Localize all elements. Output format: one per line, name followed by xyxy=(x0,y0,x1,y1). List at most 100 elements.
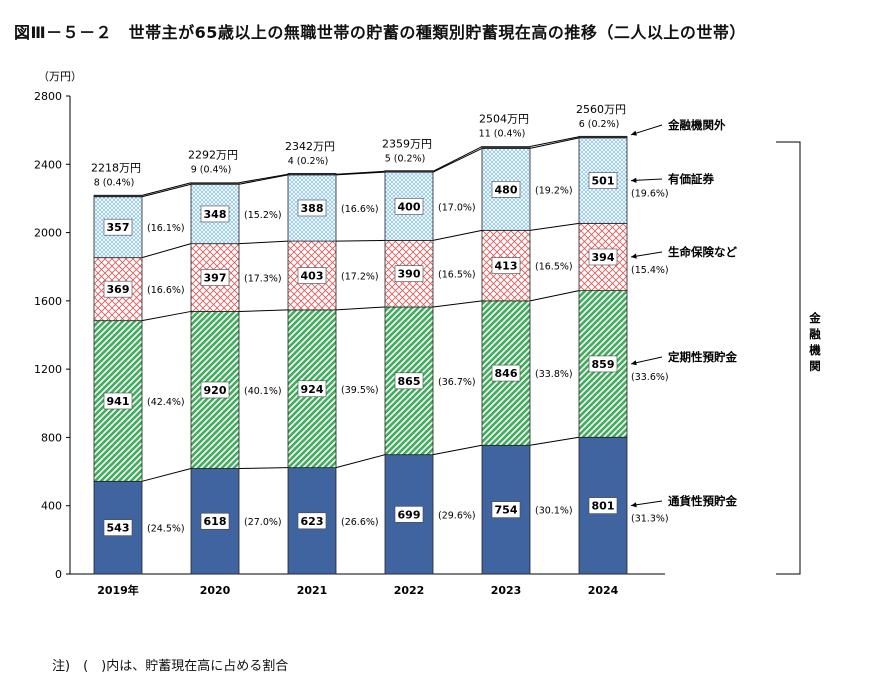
connector-line xyxy=(529,290,580,302)
outside-value: 4 xyxy=(288,156,294,167)
share-label: (36.7%) xyxy=(438,377,476,388)
legend-arrow-head xyxy=(631,360,637,366)
share-label: (17.0%) xyxy=(438,202,476,213)
outside-share: (0.4%) xyxy=(197,165,232,176)
outside-value-label: 6 (0.2%) xyxy=(579,119,620,130)
outside-value-label: 4 (0.2%) xyxy=(288,156,329,167)
value-label: 397 xyxy=(204,272,227,285)
value-box xyxy=(491,364,521,382)
share-label: (16.6%) xyxy=(147,285,185,296)
value-label: 623 xyxy=(301,515,324,528)
value-box xyxy=(588,355,618,373)
value-box xyxy=(200,269,230,286)
connector-line xyxy=(529,136,580,148)
connector-line xyxy=(335,239,386,242)
value-box xyxy=(588,248,618,266)
connector-line xyxy=(238,174,289,185)
value-box xyxy=(200,205,230,223)
total-label: 2359万円 xyxy=(382,137,432,150)
outside-value: 5 xyxy=(385,153,391,164)
x-tick-label: 2021 xyxy=(297,584,328,597)
y-tick-label: 800 xyxy=(41,431,62,444)
value-label: 754 xyxy=(495,504,518,517)
connector-line xyxy=(335,454,386,469)
bar-segment xyxy=(287,172,337,176)
x-tick-label: 2023 xyxy=(491,584,522,597)
total-label: 2560万円 xyxy=(576,103,626,116)
y-tick-label: 1600 xyxy=(34,295,62,308)
value-box xyxy=(588,172,618,189)
value-label: 400 xyxy=(398,200,421,213)
value-box xyxy=(491,501,521,518)
outside-share: (0.4%) xyxy=(100,177,135,188)
legend-arrow-head xyxy=(631,177,637,183)
connector-line xyxy=(432,444,483,456)
share-label: (15.4%) xyxy=(631,265,669,276)
value-box xyxy=(200,381,230,399)
share-label: (33.6%) xyxy=(631,372,669,383)
connector-line xyxy=(238,309,289,312)
x-tick-label: 2020 xyxy=(200,584,231,597)
x-tick-label: 2019年 xyxy=(97,583,139,597)
value-box xyxy=(297,512,327,530)
bracket-line xyxy=(776,141,801,575)
legend-arrow-head xyxy=(631,502,637,508)
outside-share: (0.2%) xyxy=(294,156,329,167)
legend-label: 有価証券 xyxy=(668,172,714,186)
total-label: 2292万円 xyxy=(188,149,238,162)
outside-value-label: 5 (0.2%) xyxy=(385,153,426,164)
connector-line xyxy=(529,436,580,446)
chart-title: 図Ⅲ－５－２ 世帯主が65歳以上の無職世帯の貯蓄の種類別貯蓄現在高の推移（二人以… xyxy=(14,23,746,42)
value-box xyxy=(491,181,521,198)
connector-line xyxy=(432,147,483,173)
share-label: (26.6%) xyxy=(341,517,379,528)
bar-segment xyxy=(93,194,143,198)
value-label: 924 xyxy=(301,383,324,396)
value-label: 390 xyxy=(398,268,421,281)
value-label: 369 xyxy=(107,283,130,296)
share-label: (16.5%) xyxy=(438,270,476,281)
connector-line xyxy=(141,310,192,322)
outside-share: (0.2%) xyxy=(391,153,426,164)
legend-arrow-head xyxy=(631,130,637,136)
outside-share: (0.4%) xyxy=(491,129,526,140)
connector-line xyxy=(432,146,483,172)
value-label: 394 xyxy=(592,251,615,264)
value-box xyxy=(297,199,327,217)
share-label: (29.6%) xyxy=(438,510,476,521)
total-label: 2342万円 xyxy=(285,140,335,153)
share-label: (24.5%) xyxy=(147,524,185,535)
value-box xyxy=(103,519,133,536)
connector-line xyxy=(141,243,192,259)
value-label: 480 xyxy=(495,183,518,196)
share-label: (16.6%) xyxy=(341,204,379,215)
value-box xyxy=(200,512,230,530)
share-label: (30.1%) xyxy=(535,506,573,517)
outside-value: 6 xyxy=(579,119,585,130)
outside-value: 11 xyxy=(479,129,491,140)
value-label: 403 xyxy=(301,270,324,283)
bracket-label: 金融機関 xyxy=(808,311,821,373)
outside-share: (0.2%) xyxy=(585,119,620,130)
connector-layer xyxy=(141,136,580,482)
value-box xyxy=(297,267,327,284)
value-box xyxy=(491,257,521,274)
outside-value-label: 11 (0.4%) xyxy=(479,129,526,140)
y-tick-label: 0 xyxy=(55,568,62,581)
y-axis-unit: （万円） xyxy=(38,70,82,83)
footnote: 注) ( )内は、貯蓄現在高に占める割合 xyxy=(52,659,289,674)
legend-label: 定期性預貯金 xyxy=(668,350,737,364)
share-label: (42.4%) xyxy=(147,397,185,408)
connector-line xyxy=(238,467,289,469)
value-label: 618 xyxy=(204,515,227,528)
value-label: 357 xyxy=(107,221,130,234)
connector-line xyxy=(141,183,192,198)
connector-line xyxy=(529,137,580,149)
bar-segment xyxy=(578,135,628,139)
connector-line xyxy=(141,182,192,196)
legend-arrow-line xyxy=(630,124,663,136)
total-label: 2218万円 xyxy=(91,161,141,174)
outside-value: 9 xyxy=(191,165,197,176)
share-label: (15.2%) xyxy=(244,210,282,221)
value-box xyxy=(394,265,424,283)
